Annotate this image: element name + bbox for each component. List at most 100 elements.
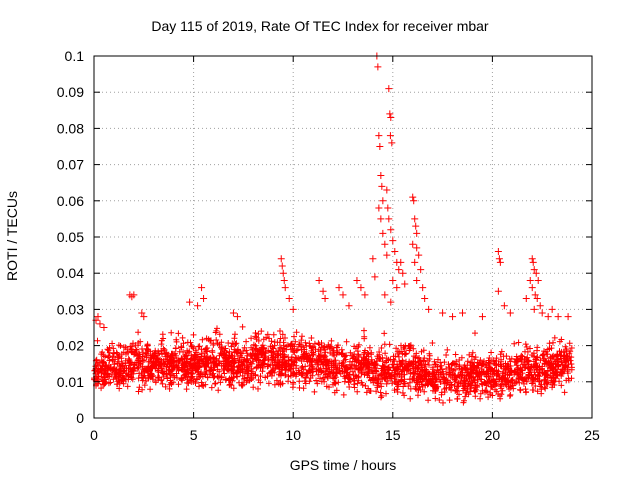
data-point [339,291,347,299]
data-point [494,287,502,295]
y-tick-label: 0.09 [57,84,84,100]
data-point [391,247,399,255]
data-point [393,284,401,292]
data-point [412,222,420,230]
data-point [140,313,148,321]
data-point [389,237,397,245]
data-point [413,244,421,252]
data-point [315,276,323,284]
data-point [384,204,392,212]
x-tick-label: 0 [90,427,98,443]
data-point [528,284,536,292]
data-point [564,313,572,321]
data-point [319,287,327,295]
y-axis-label: ROTI / TECUs [4,191,20,281]
data-point [548,305,556,313]
y-tick-label: 0.03 [57,301,84,317]
data-point [229,309,237,317]
data-point [94,313,102,321]
data-point [378,182,386,190]
data-point [321,295,329,303]
x-axis-ticks: 0 5 10 15 20 25 [90,56,600,443]
data-point [377,215,385,223]
data-point [449,313,457,321]
data-point [335,284,343,292]
data-point [425,305,433,313]
data-points [91,52,575,406]
data-point [411,258,419,266]
data-point [415,251,423,259]
data-point [495,255,503,263]
data-point [387,114,395,122]
data-point [379,197,387,205]
data-point [377,171,385,179]
data-point [96,320,104,328]
data-point [439,309,447,317]
y-tick-label: 0.06 [57,193,84,209]
data-point [369,255,377,263]
data-point [522,295,530,303]
data-point [531,291,539,299]
data-point [530,266,538,274]
data-point [385,215,393,223]
data-point [186,298,194,306]
data-point [285,295,293,303]
x-axis-label: GPS time / hours [289,457,397,473]
data-point [388,139,396,147]
data-point [413,276,421,284]
data-point [411,215,419,223]
data-point [374,63,382,71]
data-point [130,291,138,299]
data-point [233,313,241,321]
data-point [361,291,369,299]
x-tick-label: 10 [285,427,301,443]
data-point [494,247,502,255]
chart-title: Day 115 of 2019, Rate Of TEC Index for r… [151,18,489,34]
data-point [459,309,467,317]
data-point [138,309,146,317]
data-point [478,313,486,321]
data-point [421,295,429,303]
y-tick-label: 0.02 [57,338,84,354]
y-tick-label: 0 [76,410,84,426]
data-point [379,229,387,237]
x-tick-label: 5 [190,427,198,443]
data-point [389,276,397,284]
data-point [417,266,425,274]
data-point [387,226,395,234]
data-point [554,313,562,321]
data-point [530,305,538,313]
data-point [194,302,202,310]
data-point [357,284,365,292]
data-point [371,273,379,281]
data-point [532,269,540,277]
x-tick-label: 15 [385,427,401,443]
data-point [529,258,537,266]
data-point [386,132,394,140]
data-point [375,204,383,212]
y-tick-label: 0.08 [57,120,84,136]
data-point [381,240,389,248]
data-point [386,110,394,118]
data-point [419,284,427,292]
data-point [500,302,508,310]
data-point [506,309,514,317]
y-tick-label: 0.05 [57,229,84,245]
data-point [279,269,287,277]
data-point [198,284,206,292]
data-point [353,276,361,284]
data-point [200,295,208,303]
data-point [387,298,395,306]
y-axis-ticks: 0 0.01 0.02 0.03 0.04 0.05 0.06 0.07 0.08 0.09 0.1 [57,48,592,426]
data-point [399,269,407,277]
data-point [278,262,286,270]
data-point [534,276,542,284]
data-point [397,258,405,266]
data-point [100,324,108,331]
data-point [280,276,288,284]
data-point [401,280,409,288]
data-point [409,193,417,201]
data-point [526,276,534,284]
data-point [345,302,353,310]
